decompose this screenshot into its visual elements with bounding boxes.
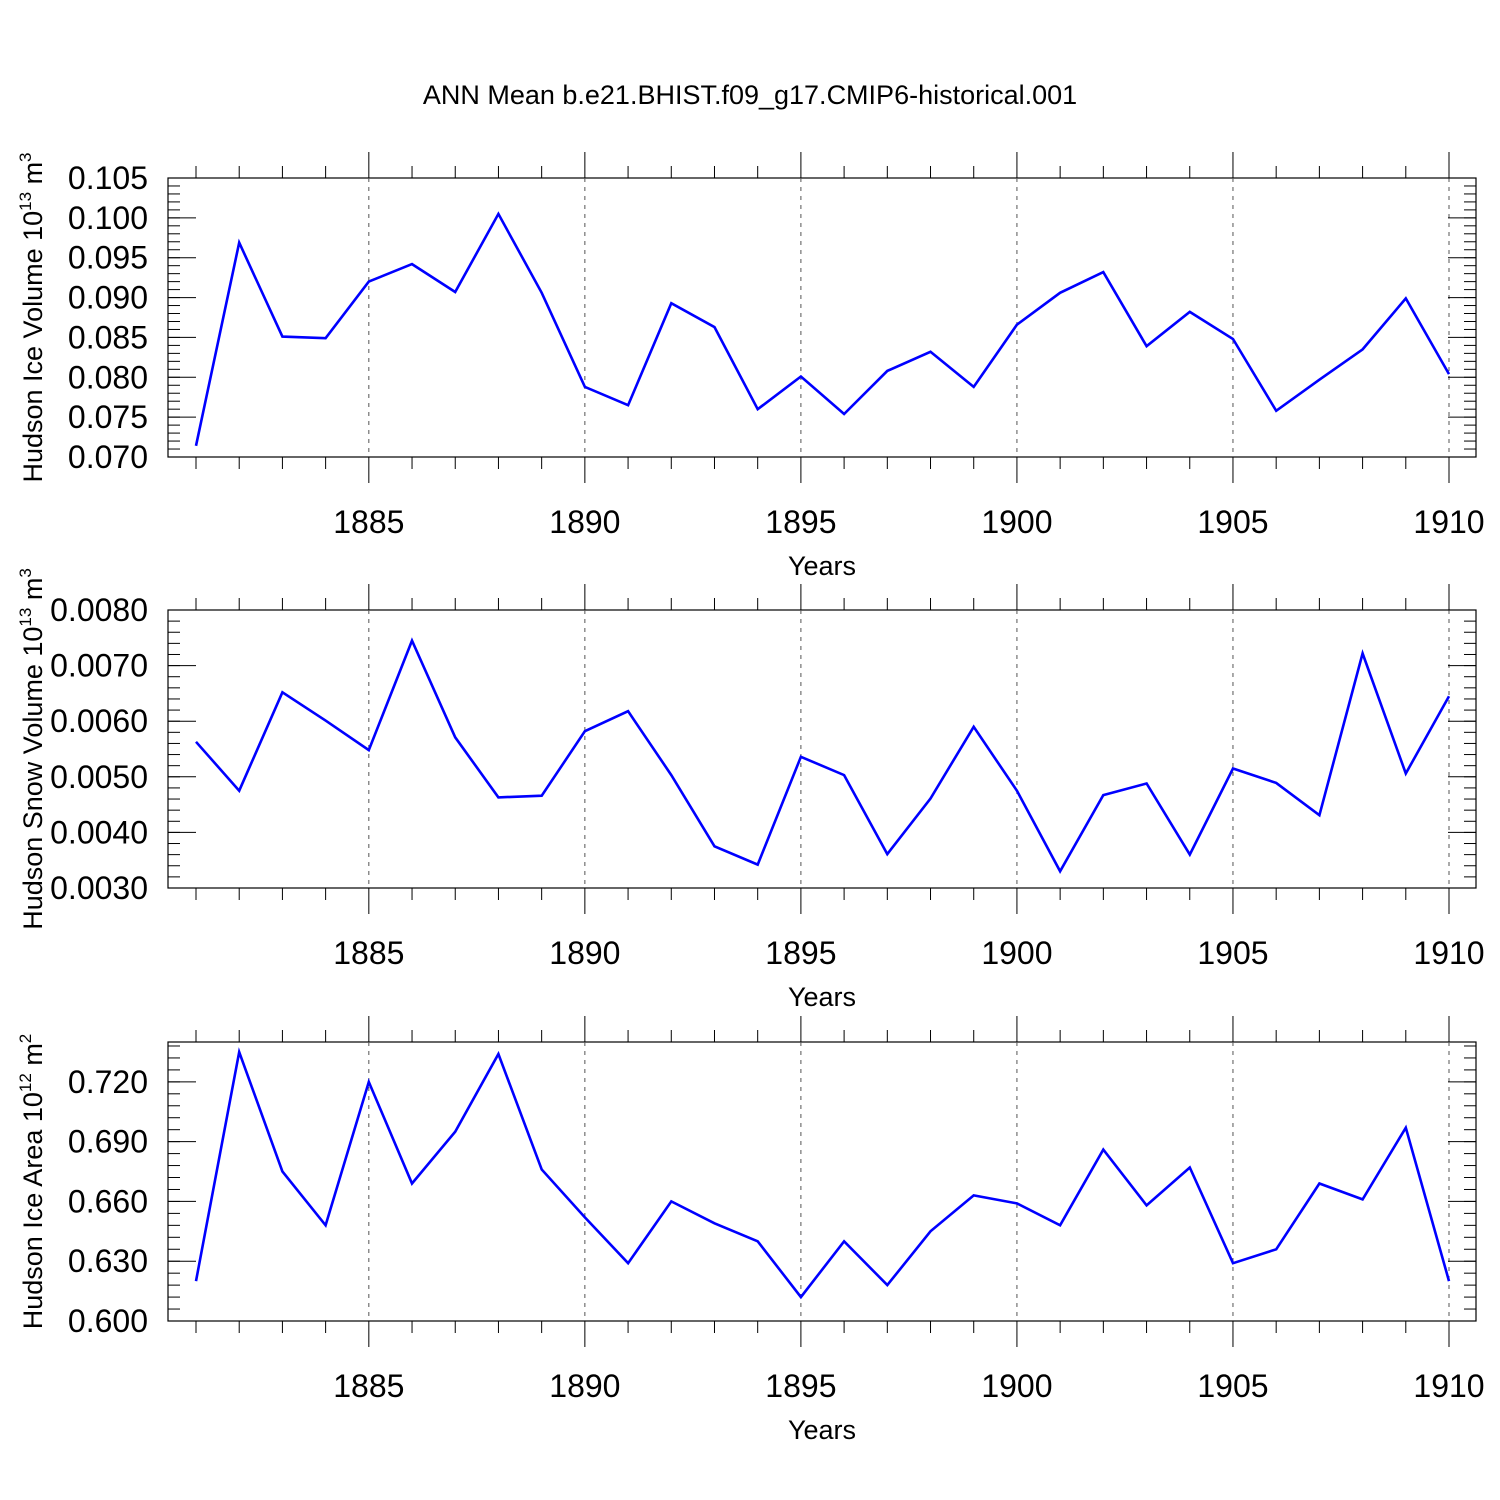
x-tick-label: 1910 xyxy=(1413,935,1484,971)
x-tick-label: 1895 xyxy=(765,1368,836,1404)
plot-frame xyxy=(167,1041,1477,1322)
y-tick-label: 0.070 xyxy=(68,439,148,475)
x-tick-label: 1900 xyxy=(981,504,1052,540)
y-axis-label: Hudson Ice Volume 1013 m3 xyxy=(16,152,48,482)
y-tick-label: 0.105 xyxy=(68,160,148,196)
y-tick-label: 0.0040 xyxy=(50,814,148,850)
y-tick-label: 0.720 xyxy=(68,1064,148,1100)
y-tick-label: 0.075 xyxy=(68,399,148,435)
plot-frame xyxy=(167,177,1477,458)
plot-frame xyxy=(167,609,1477,889)
x-tick-label: 1900 xyxy=(981,1368,1052,1404)
series-line xyxy=(194,1047,1451,1300)
y-tick-label: 0.080 xyxy=(68,359,148,395)
x-tick-label: 1895 xyxy=(765,935,836,971)
x-tick-label: 1885 xyxy=(333,1368,404,1404)
series-line xyxy=(194,211,1451,447)
panel-1: 1885 1890 1895 1900 1905 1910 0.070 0.075 0.080 0… xyxy=(16,152,1485,581)
x-axis-label: Years xyxy=(788,1415,856,1445)
y-tick-label: 0.0070 xyxy=(50,648,148,684)
x-tick-label: 1910 xyxy=(1413,504,1484,540)
panel-2: 1885 1890 1895 1900 1905 1910 0.0030 0.0040 0.00… xyxy=(16,568,1485,1012)
y-tick-label: 0.0030 xyxy=(50,870,148,906)
series-line xyxy=(195,637,1451,874)
y-tick-label: 0.660 xyxy=(68,1183,148,1219)
y-tick-label: 0.085 xyxy=(68,319,148,355)
y-tick-label: 0.600 xyxy=(68,1303,148,1339)
x-axis-label: Years xyxy=(788,551,856,581)
x-tick-label: 1910 xyxy=(1413,1368,1484,1404)
y-tick-label: 0.690 xyxy=(68,1124,148,1160)
x-tick-label: 1905 xyxy=(1197,935,1268,971)
x-tick-label: 1885 xyxy=(333,504,404,540)
x-tick-label: 1885 xyxy=(333,935,404,971)
y-tick-label: 0.100 xyxy=(68,200,148,236)
y-tick-label: 0.0080 xyxy=(50,592,148,628)
chart-title: ANN Mean b.e21.BHIST.f09_g17.CMIP6-histo… xyxy=(422,80,1078,110)
x-tick-label: 1900 xyxy=(981,935,1052,971)
x-tick-label: 1890 xyxy=(549,504,620,540)
y-tick-label: 0.0050 xyxy=(50,759,148,795)
x-tick-label: 1890 xyxy=(549,1368,620,1404)
y-tick-label: 0.0060 xyxy=(50,703,148,739)
y-tick-label: 0.095 xyxy=(68,240,148,276)
x-tick-label: 1905 xyxy=(1197,1368,1268,1404)
x-tick-label: 1890 xyxy=(549,935,620,971)
y-axis-label: Hudson Ice Area 1012 m2 xyxy=(16,1034,48,1330)
x-axis-label: Years xyxy=(788,982,856,1012)
panel-3: 1885 1890 1895 1900 1905 1910 0.600 0.630 0.660 0… xyxy=(16,1016,1485,1445)
x-tick-label: 1895 xyxy=(765,504,836,540)
y-axis-label: Hudson Snow Volume 1013 m3 xyxy=(16,568,48,930)
x-tick-label: 1905 xyxy=(1197,504,1268,540)
y-tick-label: 0.090 xyxy=(68,280,148,316)
y-tick-label: 0.630 xyxy=(68,1243,148,1279)
